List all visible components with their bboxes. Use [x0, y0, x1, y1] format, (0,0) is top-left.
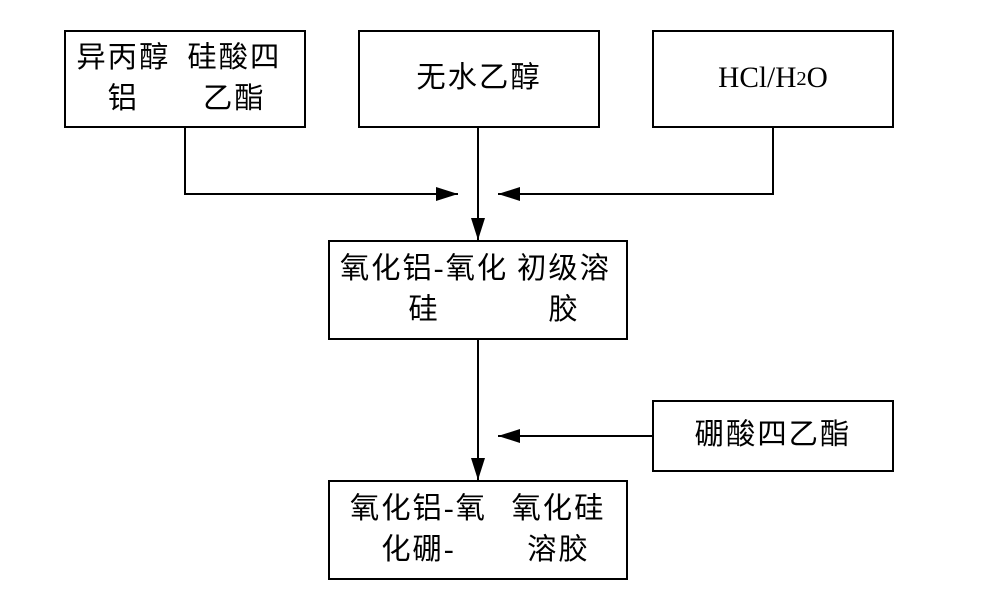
flowchart-canvas: 异丙醇铝硅酸四乙酯 无水乙醇 HCl/H2O 氧化铝-氧化硅初级溶胶 硼酸四乙酯… — [0, 0, 1000, 614]
node-primary-sol: 氧化铝-氧化硅初级溶胶 — [328, 240, 628, 340]
node-hcl-h2o: HCl/H2O — [652, 30, 894, 128]
node-boric-ester: 硼酸四乙酯 — [652, 400, 894, 472]
node-reagents-al-si: 异丙醇铝硅酸四乙酯 — [64, 30, 306, 128]
node-final-sol: 氧化铝-氧化硼-氧化硅溶胶 — [328, 480, 628, 580]
node-ethanol: 无水乙醇 — [358, 30, 600, 128]
